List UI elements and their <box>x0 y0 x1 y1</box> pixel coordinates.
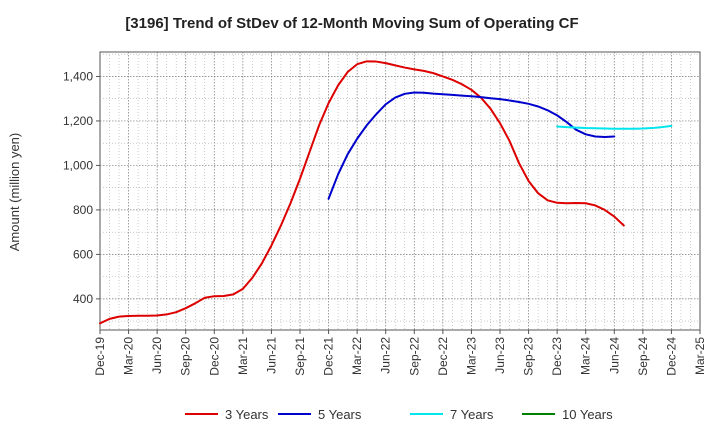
x-tick-label: Dec-19 <box>93 337 107 376</box>
plot-background <box>100 52 700 330</box>
x-tick-label: Mar-20 <box>122 337 136 375</box>
x-tick-label: Mar-21 <box>236 337 250 375</box>
y-tick-label: 600 <box>73 247 93 261</box>
x-tick-label: Mar-23 <box>464 337 478 375</box>
series-line <box>556 124 673 130</box>
x-tick-label: Jun-23 <box>493 337 507 374</box>
x-tick-label: Jun-21 <box>264 337 278 374</box>
legend-label: 5 Years <box>318 407 362 422</box>
chart-title: [3196] Trend of StDev of 12-Month Moving… <box>125 15 578 32</box>
series-line <box>327 91 616 200</box>
y-tick-label: 1,200 <box>63 114 93 128</box>
x-axis: Dec-19 Mar-20 Jun-20 Sep-20 Dec-20 Mar-21 Jun-… <box>93 330 707 376</box>
y-axis: 400 600 800 1,000 1,200 1,400 <box>63 69 100 306</box>
y-tick-label: 1,000 <box>63 158 93 172</box>
legend-label: 7 Years <box>450 407 494 422</box>
x-tick-label: Mar-22 <box>350 337 364 375</box>
legend: 3 Years 5 Years 7 Years 10 Years <box>185 407 613 422</box>
y-tick-label: 1,400 <box>63 69 93 83</box>
x-tick-label: Sep-24 <box>636 337 650 376</box>
x-tick-label: Sep-20 <box>179 337 193 376</box>
series-line <box>99 60 625 325</box>
legend-label: 3 Years <box>225 407 269 422</box>
x-tick-label: Dec-21 <box>322 337 336 376</box>
x-tick-label: Sep-22 <box>407 337 421 376</box>
x-tick-label: Sep-23 <box>522 337 536 376</box>
x-tick-label: Mar-24 <box>579 337 593 375</box>
gridlines <box>100 52 700 330</box>
y-tick-label: 400 <box>73 292 93 306</box>
x-tick-label: Jun-22 <box>379 337 393 374</box>
x-tick-label: Mar-25 <box>693 337 707 375</box>
x-tick-label: Jun-24 <box>607 337 621 374</box>
x-tick-label: Dec-24 <box>664 337 678 376</box>
plot-area <box>99 51 701 331</box>
y-axis-label: Amount (million yen) <box>7 133 22 252</box>
x-tick-label: Dec-20 <box>207 337 221 376</box>
plot-border <box>99 51 701 331</box>
y-tick-label: 800 <box>73 203 93 217</box>
x-tick-label: Sep-21 <box>293 337 307 376</box>
x-tick-label: Jun-20 <box>150 337 164 374</box>
series-lines <box>99 60 673 325</box>
legend-label: 10 Years <box>562 407 613 422</box>
x-tick-label: Dec-22 <box>436 337 450 376</box>
x-tick-label: Dec-23 <box>550 337 564 376</box>
